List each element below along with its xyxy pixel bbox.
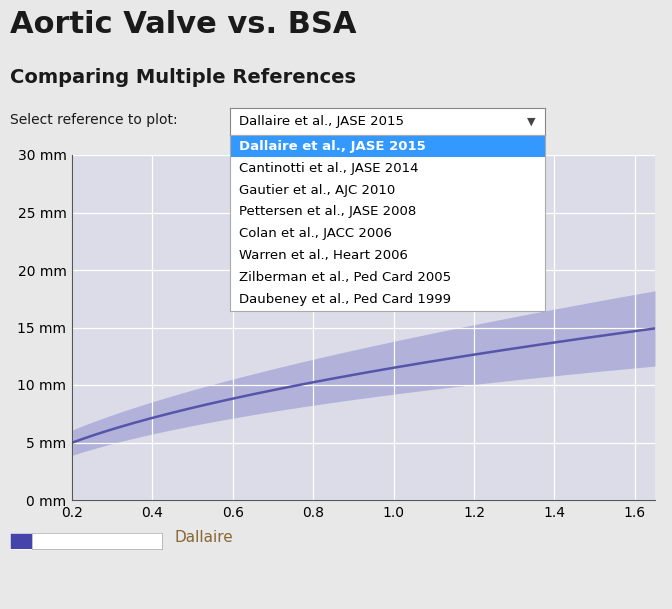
Text: Daubeney et al., Ped Card 1999: Daubeney et al., Ped Card 1999 [239,294,452,306]
Text: Colan et al., JACC 2006: Colan et al., JACC 2006 [239,228,392,241]
Text: Aortic Valve vs. BSA: Aortic Valve vs. BSA [10,10,357,39]
Text: ▼: ▼ [527,116,536,127]
Text: Gautier et al., AJC 2010: Gautier et al., AJC 2010 [239,183,396,197]
Text: Dallaire et al., JASE 2015: Dallaire et al., JASE 2015 [239,139,426,152]
Text: Warren et al., Heart 2006: Warren et al., Heart 2006 [239,250,409,262]
Bar [230,135,545,157]
Text: Select reference to plot:: Select reference to plot: [10,113,177,127]
Text: Pettersen et al., JASE 2008: Pettersen et al., JASE 2008 [239,205,417,219]
Text: Comparing Multiple References: Comparing Multiple References [10,68,356,87]
Text: Zilberman et al., Ped Card 2005: Zilberman et al., Ped Card 2005 [239,272,452,284]
Text: Cantinotti et al., JASE 2014: Cantinotti et al., JASE 2014 [239,161,419,175]
Text: Dallaire et al., JASE 2015: Dallaire et al., JASE 2015 [239,115,405,128]
Text: Dallaire: Dallaire [175,530,234,545]
